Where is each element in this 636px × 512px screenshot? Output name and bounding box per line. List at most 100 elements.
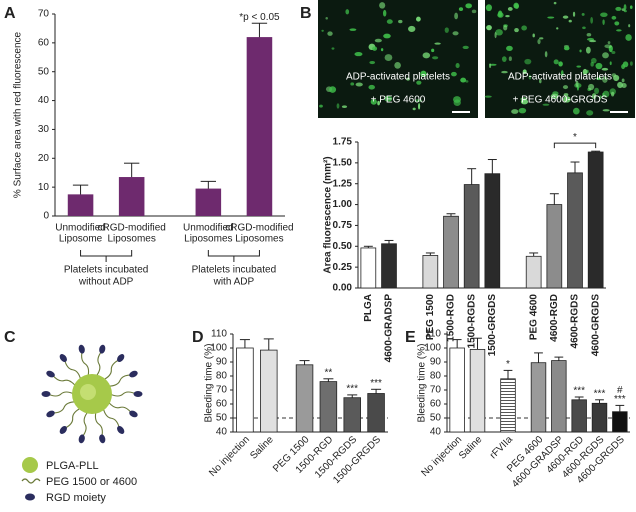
platelet	[515, 4, 519, 9]
peg-chain	[107, 401, 133, 414]
bar	[343, 397, 361, 433]
x-tick-label: cRGD-modified	[97, 223, 165, 234]
platelet	[563, 93, 569, 97]
platelet	[368, 84, 375, 90]
legend-label: PEG 1500 or 4600	[46, 476, 137, 488]
x-tick-label: PLGA	[363, 294, 374, 322]
platelet	[588, 83, 595, 91]
platelet	[508, 56, 512, 62]
platelet	[556, 27, 559, 30]
platelet	[539, 37, 544, 40]
platelet	[465, 3, 472, 9]
platelet	[595, 62, 603, 70]
platelet	[522, 69, 527, 75]
plga-core-shade	[80, 384, 96, 400]
platelet	[623, 4, 627, 11]
platelet	[451, 71, 457, 77]
platelet	[532, 33, 535, 38]
panel-label: A	[4, 5, 16, 22]
platelet	[520, 99, 529, 105]
platelet	[602, 109, 610, 112]
platelet	[465, 80, 469, 83]
y-tick-label: 70	[216, 385, 228, 396]
group-label: without ADP	[78, 277, 134, 288]
y-tick-label: 30	[38, 124, 50, 135]
y-tick-label: 50	[216, 413, 228, 424]
bar	[612, 411, 628, 433]
y-tick-label: 90	[430, 357, 442, 368]
platelet	[494, 31, 497, 39]
platelet	[625, 34, 632, 41]
bar	[67, 194, 94, 216]
x-tick-label: PEG 4600	[528, 294, 539, 341]
significance-mark: **	[324, 367, 332, 378]
platelet	[408, 25, 416, 32]
bar	[500, 378, 516, 433]
peg-chain	[109, 391, 137, 397]
platelet	[602, 92, 605, 97]
platelet	[611, 51, 616, 55]
platelet	[547, 16, 555, 19]
x-tick-label: 4600-GRGDS	[590, 294, 601, 357]
platelet	[617, 81, 624, 89]
platelet	[579, 49, 582, 53]
y-tick-label: 50	[38, 66, 50, 77]
x-tick-label: cRGD-modified	[225, 223, 293, 234]
significance-mark: *p < 0.05	[239, 12, 280, 23]
platelet	[563, 96, 571, 103]
peg-chain	[102, 407, 120, 429]
platelet	[524, 58, 532, 65]
platelet	[528, 74, 532, 80]
rgd-moiety	[133, 391, 143, 397]
bar	[449, 347, 465, 433]
y-tick-label: 0.00	[333, 283, 353, 294]
platelet	[460, 77, 467, 83]
platelet	[370, 99, 377, 105]
platelet	[416, 80, 422, 85]
legend-swatch	[22, 457, 38, 473]
rgd-moiety	[117, 425, 125, 434]
platelet	[384, 95, 393, 102]
platelet	[602, 19, 605, 25]
y-tick-label: 1.00	[333, 199, 353, 210]
platelet	[562, 85, 569, 90]
platelet	[586, 110, 594, 116]
platelet	[560, 70, 564, 77]
x-tick-label: No injection	[419, 434, 464, 479]
x-tick-label: Liposomes	[184, 234, 232, 245]
platelet	[628, 24, 631, 28]
rgd-moiety	[99, 434, 106, 444]
bar	[530, 362, 547, 433]
significance-mark: ***	[370, 378, 382, 389]
platelet	[604, 44, 612, 49]
platelet	[537, 38, 541, 45]
platelet	[414, 99, 423, 103]
platelet	[507, 7, 513, 11]
platelet	[511, 109, 519, 114]
platelet	[325, 16, 328, 20]
platelet	[550, 93, 559, 99]
bar	[260, 349, 278, 433]
x-tick-label: 1500-RGD	[446, 294, 457, 342]
rgd-moiety	[41, 391, 51, 397]
bar	[551, 360, 567, 433]
bar	[381, 243, 397, 289]
legend-swatch	[21, 478, 41, 484]
platelet	[518, 107, 527, 114]
significance-mark: ***	[594, 388, 606, 399]
platelet	[341, 105, 348, 108]
significance-mark: #	[617, 385, 623, 396]
image-caption: ADP-activated platelets	[346, 72, 450, 83]
platelet	[372, 46, 378, 51]
bar	[484, 173, 501, 289]
platelet	[350, 82, 355, 86]
platelet	[611, 91, 615, 97]
platelet	[458, 7, 464, 12]
platelet	[613, 74, 620, 82]
y-tick-label: 60	[430, 399, 442, 410]
platelet	[422, 52, 431, 59]
significance-bracket	[553, 142, 597, 149]
bar	[546, 204, 563, 289]
rgd-moiety	[46, 370, 55, 378]
platelet	[615, 6, 622, 11]
